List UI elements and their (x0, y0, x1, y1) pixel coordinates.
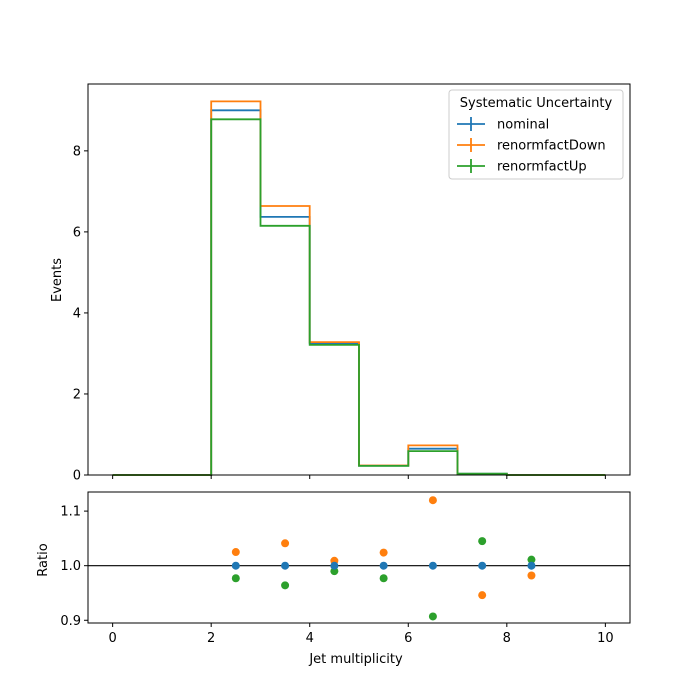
ratio-point-nominal (527, 561, 536, 570)
ratio-point-renormfactDown (428, 496, 437, 505)
ratio-x-tick-label: 8 (503, 631, 511, 646)
ratio-y-tick-label: 1.1 (60, 505, 81, 520)
main-panel: 0 2 4 6 8 Events Systematic Uncertainty nomi… (50, 83, 631, 484)
main-y-tick-label: 2 (73, 387, 81, 402)
ratio-point-renormfactUp (281, 581, 290, 590)
ratio-point-renormfactUp (379, 574, 388, 583)
ratio-x-tick-label: 2 (207, 631, 215, 646)
ratio-point-nominal (379, 561, 388, 570)
main-frame (87, 83, 631, 476)
ratio-point-renormfactUp (428, 612, 437, 621)
legend-label-renormfactDown: renormfactDown (497, 139, 606, 154)
ratio-y-ticks: 0.9 1.0 1.1 (60, 505, 88, 629)
legend-title: Systematic Uncertainty (460, 96, 613, 111)
main-y-axis-label: Events (50, 258, 65, 302)
ratio-point-nominal (281, 561, 290, 570)
ratio-y-tick-label: 1.0 (60, 559, 81, 574)
step-line-renormfactUp (112, 118, 606, 476)
ratio-frame (87, 491, 631, 624)
main-y-tick-label: 4 (73, 306, 81, 321)
main-y-tick-label: 0 (73, 469, 81, 484)
main-y-tick-label: 8 (73, 144, 81, 159)
ratio-point-renormfactUp (231, 574, 240, 583)
main-x-ticks (112, 475, 606, 479)
ratio-x-tick-label: 10 (597, 631, 614, 646)
ratio-panel: 0 2 4 6 8 10 0.9 1.0 1.1 Ratio Jet multiplicity (36, 491, 631, 667)
legend-label-nominal: nominal (497, 118, 549, 133)
ratio-point-renormfactDown (379, 548, 388, 557)
ratio-y-tick-label: 0.9 (60, 614, 81, 629)
ratio-x-tick-label: 0 (108, 631, 116, 646)
ratio-point-nominal (428, 561, 437, 570)
main-y-tick-label: 6 (73, 225, 81, 240)
ratio-x-ticks: 0 2 4 6 8 10 (108, 623, 614, 646)
x-axis-label: Jet multiplicity (308, 652, 403, 667)
legend-box (448, 89, 624, 180)
ratio-point-renormfactUp (478, 537, 487, 546)
legend-entries: nominal renormfactDown renormfactUp (457, 117, 606, 175)
ratio-point-renormfactUp (527, 555, 536, 564)
ratio-point-renormfactDown (478, 591, 487, 600)
ratio-y-axis-label: Ratio (36, 543, 51, 576)
main-step-lines (112, 100, 606, 476)
ratio-point-renormfactDown (281, 539, 290, 548)
ratio-point-nominal (478, 561, 487, 570)
ratio-point-nominal (330, 561, 339, 570)
legend: Systematic Uncertainty nominal renormfact… (448, 89, 624, 180)
ratio-point-renormfactDown (231, 548, 240, 557)
main-y-ticks: 0 2 4 6 8 (73, 144, 88, 484)
ratio-points (231, 496, 536, 621)
ratio-point-renormfactDown (527, 571, 536, 580)
ratio-point-nominal (231, 561, 240, 570)
ratio-x-tick-label: 6 (404, 631, 412, 646)
ratio-x-tick-label: 4 (306, 631, 314, 646)
legend-label-renormfactUp: renormfactUp (497, 160, 587, 175)
